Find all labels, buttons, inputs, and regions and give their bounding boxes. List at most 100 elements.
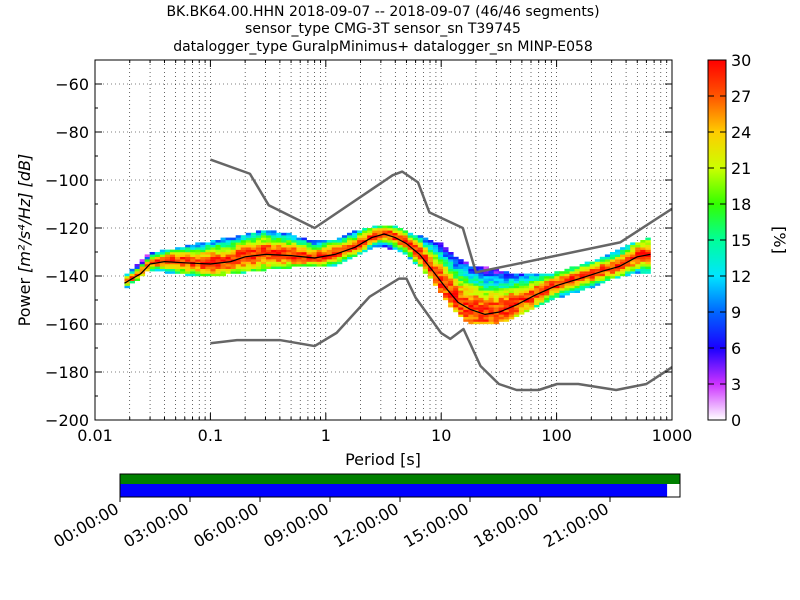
heatmap-cell [483, 300, 489, 303]
heatmap-cell [341, 244, 348, 248]
heatmap-cell [311, 244, 318, 248]
heatmap-cell [468, 290, 474, 293]
heatmap-cell [230, 271, 237, 274]
heatmap-cell [261, 252, 267, 255]
heatmap-cell [175, 256, 181, 260]
heatmap-cell [508, 314, 515, 317]
heatmap-cell [367, 244, 373, 248]
heatmap-cell [508, 316, 515, 320]
heatmap-cell [159, 252, 166, 255]
heatmap-cell [255, 232, 262, 236]
heatmap-cell [205, 247, 211, 250]
heatmap-cell [281, 266, 287, 269]
heatmap-cell [478, 280, 484, 284]
heatmap-cell [352, 254, 358, 257]
heatmap-cell [352, 247, 358, 250]
heatmap-cell [215, 271, 221, 274]
heatmap-cell [609, 264, 616, 267]
heatmap-cell [513, 302, 520, 305]
heatmap-cell [255, 230, 262, 233]
heatmap-cell [523, 290, 530, 293]
heatmap-cell [458, 290, 464, 293]
heatmap-cell [286, 244, 292, 248]
heatmap-cell [508, 300, 515, 303]
heatmap-cell [529, 297, 535, 301]
heatmap-cell [215, 256, 221, 260]
heatmap-cell [205, 242, 211, 245]
heatmap-cell [417, 247, 424, 250]
heatmap-cell [468, 302, 474, 305]
heatmap-cell [630, 261, 636, 265]
heatmap-cell [458, 288, 464, 291]
heatmap-cell [230, 242, 237, 245]
heatmap-cell [296, 259, 302, 262]
heatmap-cell [311, 240, 318, 243]
heatmap-cell [250, 259, 257, 262]
heatmap-cell [200, 268, 206, 272]
heatmap-cell [276, 242, 282, 245]
heatmap-cell [422, 266, 429, 269]
heatmap-cell [432, 276, 439, 279]
heatmap-cell [169, 271, 176, 274]
heatmap-cell [518, 312, 525, 315]
heatmap-cell [468, 307, 474, 310]
heatmap-cell [574, 271, 581, 274]
heatmap-cell [468, 266, 474, 269]
heatmap-cell [503, 304, 510, 308]
heatmap-cell [210, 268, 216, 272]
heatmap-cell [488, 280, 495, 284]
heatmap-cell [438, 244, 444, 248]
heatmap-cell [195, 256, 201, 260]
heatmap-cell [346, 254, 353, 257]
heatmap-cell [463, 316, 469, 320]
heatmap-cell [463, 278, 469, 281]
heatmap-cell [286, 259, 292, 262]
heatmap-cell [529, 278, 535, 281]
heatmap-cell [544, 278, 550, 281]
heatmap-cell [362, 228, 368, 231]
heatmap-cell [493, 283, 500, 286]
heatmap-cell [432, 266, 439, 269]
heatmap-cell [185, 256, 191, 260]
heatmap-cell [564, 276, 570, 279]
heatmap-cell [427, 242, 434, 245]
heatmap-cell [594, 259, 601, 262]
heatmap-cell [554, 280, 560, 284]
heatmap-cell [134, 273, 141, 277]
heatmap-cell [635, 242, 641, 245]
heatmap-cell [468, 283, 474, 286]
heatmap-cell [341, 259, 348, 262]
heatmap-cell [478, 288, 484, 291]
heatmap-cell [448, 285, 454, 289]
heatmap-cell [407, 242, 414, 245]
heatmap-cell [544, 297, 550, 301]
heatmap-cell [291, 259, 297, 262]
heatmap-cell [261, 266, 267, 269]
heatmap-cell [200, 266, 206, 269]
heatmap-cell [594, 278, 601, 281]
heatmap-cell [635, 256, 641, 260]
heatmap-cell [346, 232, 353, 236]
heatmap-cell [448, 290, 454, 293]
heatmap-cell [169, 268, 176, 272]
heatmap-cell [468, 309, 474, 313]
heatmap-cell [195, 252, 201, 255]
heatmap-cell [488, 290, 495, 293]
heatmap-cell [468, 319, 474, 322]
heatmap-cell [483, 316, 489, 320]
heatmap-cell [443, 273, 449, 277]
heatmap-cell [281, 247, 287, 250]
heatmap-cell [493, 273, 500, 277]
heatmap-cell [438, 249, 444, 253]
heatmap-cell [336, 261, 343, 265]
heatmap-cell [220, 259, 227, 262]
heatmap-cell [443, 264, 449, 267]
heatmap-cell [205, 266, 211, 269]
heatmap-cell [493, 319, 500, 322]
heatmap-cell [534, 285, 540, 289]
heatmap-cell [625, 252, 631, 255]
heatmap-cell [190, 247, 196, 250]
heatmap-cell [255, 268, 262, 272]
heatmap-cell [645, 261, 651, 265]
